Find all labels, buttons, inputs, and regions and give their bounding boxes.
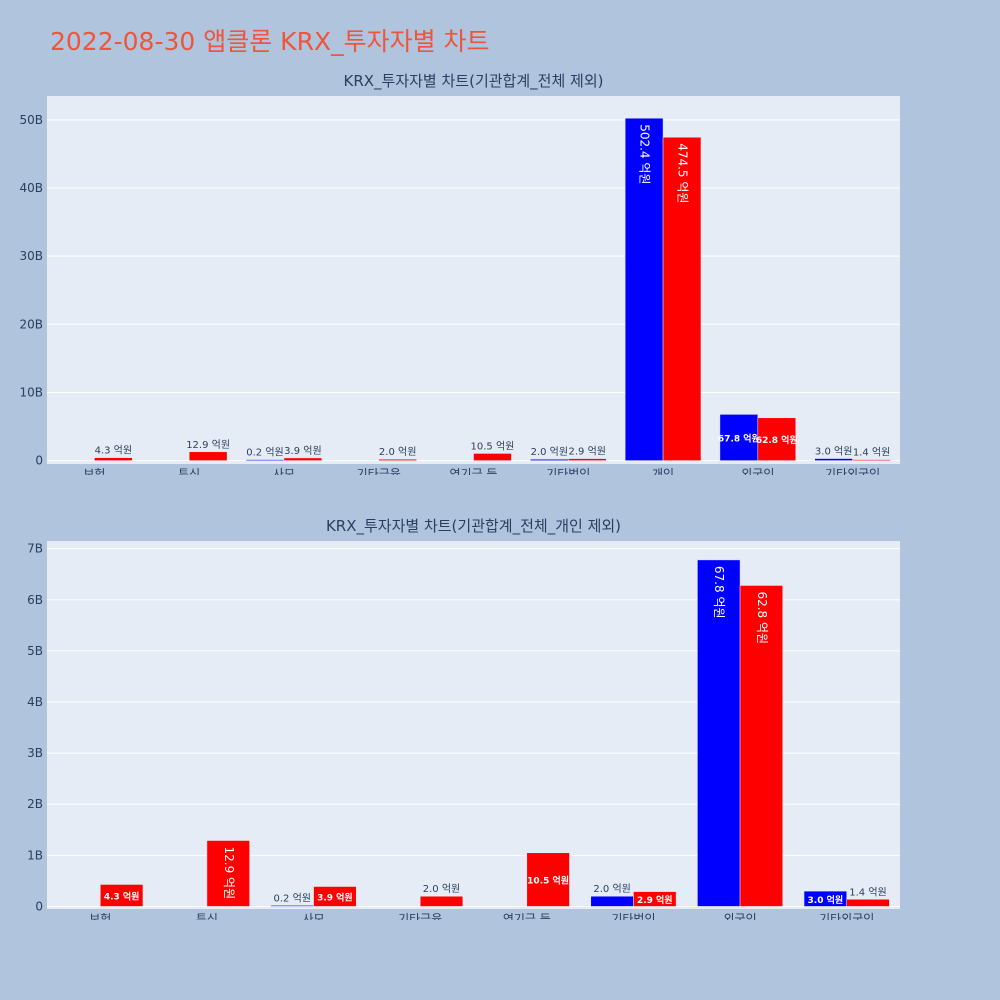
buy-bar bbox=[590, 895, 634, 907]
y-tick-label: 6B bbox=[27, 593, 43, 607]
page-title: 2022-08-30 앱클론 KRX_투자자별 차트 bbox=[50, 27, 490, 56]
buy-bar bbox=[814, 458, 853, 461]
chart-title: KRX_투자자별 차트(기관합계_전체_개인 제외) bbox=[326, 517, 621, 536]
chart-title: KRX_투자자별 차트(기관합계_전체 제외) bbox=[344, 72, 604, 91]
data-label: 502.4 억원 bbox=[638, 124, 652, 184]
data-label: 62.8 억원 bbox=[755, 591, 769, 644]
x-tick-label: 보험 bbox=[89, 912, 111, 920]
data-label: 4.3 억원 bbox=[95, 445, 132, 457]
x-tick-label: 개인 bbox=[652, 467, 674, 475]
data-label: 67.8 억원 bbox=[712, 566, 726, 619]
y-tick-label: 0 bbox=[35, 899, 43, 913]
data-label: 62.8 억원 bbox=[756, 434, 798, 446]
sell-bar bbox=[188, 451, 228, 461]
y-tick-label: 40B bbox=[19, 181, 43, 195]
data-label: 10.5 억원 bbox=[471, 440, 515, 452]
x-tick-label: 기타법인 bbox=[546, 467, 590, 475]
sell-bar bbox=[846, 899, 890, 907]
chart-investor-all-excl-institution: KRX_투자자별 차트(기관합계_전체 제외) 0 10B 20B 30B 40B 50B 보… bbox=[19, 72, 900, 475]
x-tick-label: 투신 bbox=[196, 912, 218, 920]
y-tick-label: 0 bbox=[35, 454, 43, 468]
buy-bar bbox=[530, 458, 569, 461]
data-label: 1.4 억원 bbox=[853, 447, 890, 459]
y-tick-label: 1B bbox=[27, 848, 43, 862]
x-tick-label: 기타외국인 bbox=[819, 912, 874, 920]
y-tick-label: 50B bbox=[19, 113, 43, 127]
data-label: 2.0 억원 bbox=[593, 883, 630, 895]
sell-bar bbox=[739, 585, 783, 907]
x-tick-label: 사모 bbox=[273, 467, 295, 475]
data-label: 3.9 억원 bbox=[284, 445, 321, 457]
y-tick-label: 20B bbox=[19, 317, 43, 331]
x-tick-label: 기타금융 bbox=[398, 912, 442, 920]
x-tick-label: 투신 bbox=[178, 467, 200, 475]
x-tick-label: 기타외국인 bbox=[825, 467, 880, 475]
sell-bar bbox=[100, 884, 144, 907]
buy-bar bbox=[697, 559, 741, 907]
sell-bar bbox=[568, 458, 607, 461]
data-label: 12.9 억원 bbox=[222, 847, 236, 900]
data-label: 4.3 억원 bbox=[104, 890, 140, 902]
buy-bar bbox=[245, 459, 285, 461]
x-tick-label: 기타법인 bbox=[611, 912, 655, 920]
x-tick-label: 외국인 bbox=[741, 467, 774, 475]
buy-bar bbox=[270, 905, 314, 907]
sell-bar bbox=[378, 458, 417, 461]
data-label: 2.9 억원 bbox=[568, 446, 605, 458]
sell-bar bbox=[419, 895, 464, 907]
y-tick-label: 3B bbox=[27, 746, 43, 760]
sell-bar bbox=[852, 459, 891, 461]
data-label: 2.0 억원 bbox=[531, 446, 568, 458]
y-tick-label: 4B bbox=[27, 695, 43, 709]
y-tick-label: 30B bbox=[19, 249, 43, 263]
y-tick-label: 7B bbox=[27, 542, 43, 556]
data-label: 67.8 억원 bbox=[718, 432, 760, 444]
sell-bar bbox=[313, 886, 357, 907]
y-tick-label: 5B bbox=[27, 644, 43, 658]
data-label: 10.5 억원 bbox=[527, 875, 569, 887]
data-label: 2.9 억원 bbox=[637, 894, 673, 906]
chart-investor-excl-institution-individual: KRX_투자자별 차트(기관합계_전체_개인 제외) 0 1B 2B 3B 4B 5B 6B 7… bbox=[27, 517, 900, 920]
x-tick-label: 보험 bbox=[83, 467, 105, 475]
data-label: 3.0 억원 bbox=[808, 894, 844, 906]
data-label: 3.0 억원 bbox=[815, 446, 852, 458]
x-tick-label: 기타금융 bbox=[357, 467, 401, 475]
x-tick-label: 외국인 bbox=[724, 912, 757, 920]
y-tick-label: 10B bbox=[19, 385, 43, 399]
sell-bar bbox=[473, 453, 512, 461]
sell-bar bbox=[283, 457, 323, 461]
sell-bar bbox=[633, 891, 677, 907]
sell-bar bbox=[757, 417, 796, 461]
data-label: 3.9 억원 bbox=[317, 891, 353, 903]
data-label: 0.2 억원 bbox=[246, 447, 283, 459]
data-label: 1.4 억원 bbox=[849, 886, 886, 898]
plot-area bbox=[47, 96, 900, 464]
data-label: 0.2 억원 bbox=[273, 892, 310, 904]
x-tick-label: 연기금 등 bbox=[450, 467, 498, 475]
data-label: 12.9 억원 bbox=[186, 439, 230, 451]
buy-bar bbox=[624, 117, 664, 461]
sell-bar bbox=[206, 840, 250, 907]
y-tick-label: 2B bbox=[27, 797, 43, 811]
data-label: 474.5 억원 bbox=[676, 143, 690, 203]
sell-bar bbox=[662, 136, 702, 461]
sell-bar bbox=[526, 852, 570, 907]
data-label: 2.0 억원 bbox=[423, 883, 460, 895]
x-tick-label: 사모 bbox=[303, 912, 325, 920]
sell-bar bbox=[94, 457, 133, 461]
x-tick-label: 연기금 등 bbox=[503, 912, 551, 920]
buy-bar bbox=[803, 890, 847, 907]
data-label: 2.0 억원 bbox=[379, 446, 416, 458]
